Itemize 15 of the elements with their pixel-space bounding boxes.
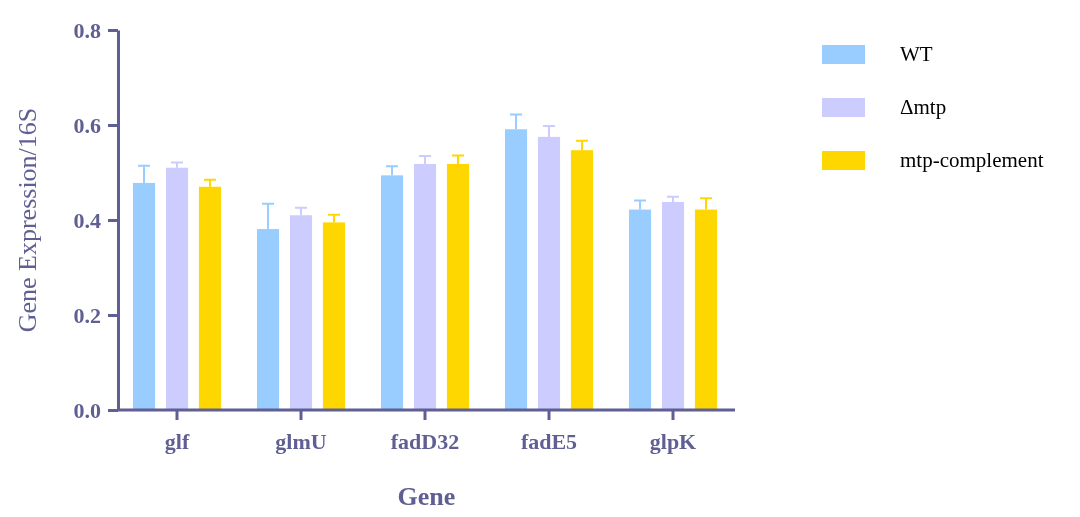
legend-label: WT <box>900 42 933 66</box>
x-tick-label: glf <box>164 429 190 455</box>
y-tick-label: 0.0 <box>73 397 101 423</box>
legend-label: Δmtp <box>900 95 947 119</box>
y-tick-label: 0.4 <box>73 207 101 233</box>
y-axis-title: Gene Expression/16S <box>13 107 42 333</box>
legend-label: mtp-complement <box>900 148 1044 172</box>
x-axis-title: Gene <box>397 482 456 511</box>
y-tick-label: 0.2 <box>73 302 101 328</box>
y-tick-label: 0.8 <box>73 17 101 43</box>
y-tick-label: 0.6 <box>73 112 101 138</box>
x-tick-label: fadE5 <box>520 429 578 455</box>
x-tick-label: glpK <box>649 429 697 455</box>
x-tick-label: glmU <box>275 429 327 455</box>
x-tick-label: fadD32 <box>390 429 460 455</box>
